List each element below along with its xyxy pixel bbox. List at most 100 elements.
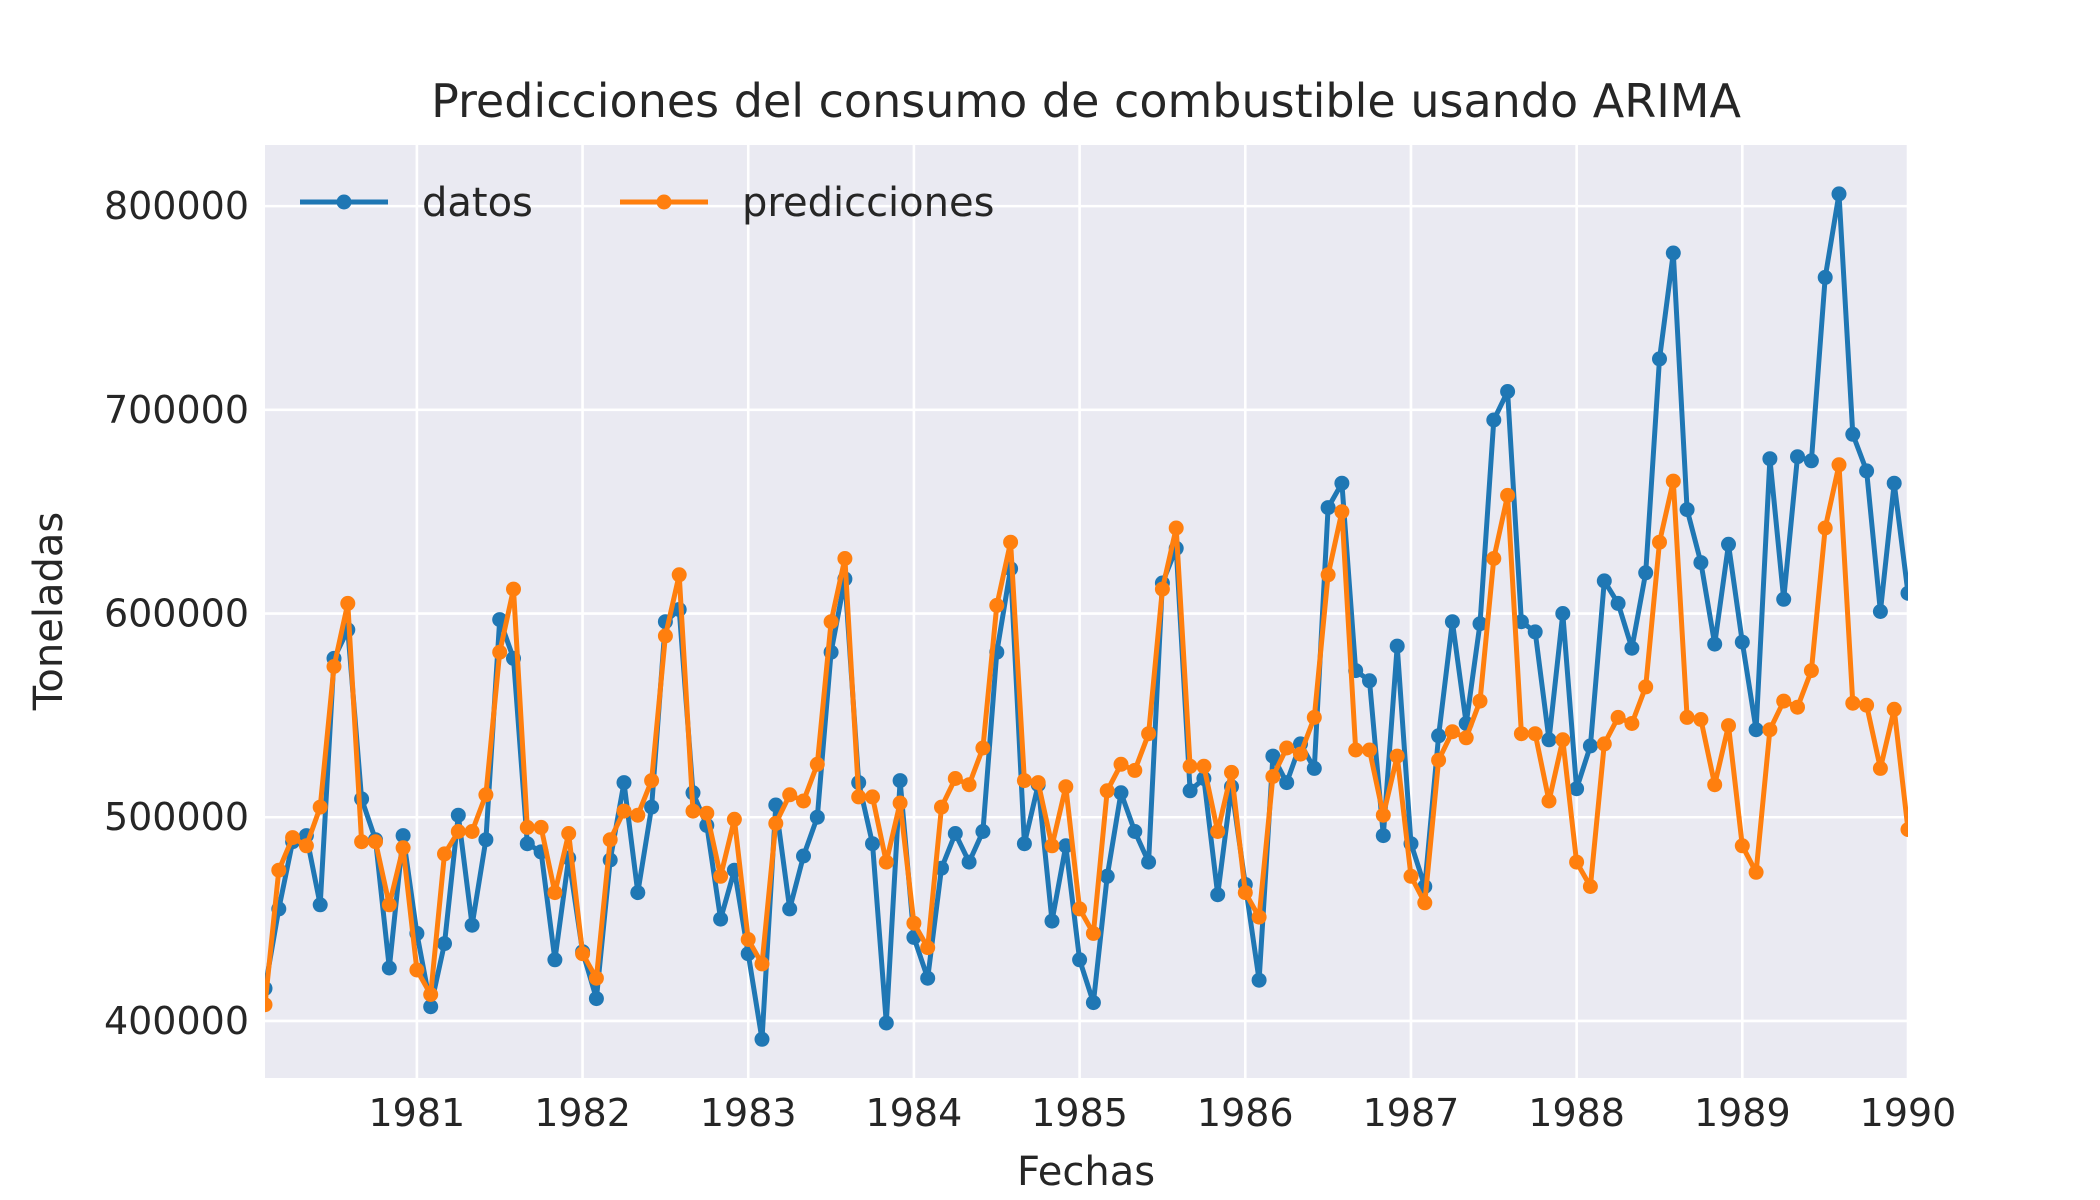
data-point-predicciones (1362, 742, 1377, 758)
legend: datos predicciones (300, 180, 994, 226)
data-point-predicciones (1030, 775, 1046, 791)
y-tick-label: 600000 (104, 592, 249, 636)
x-tick-label: 1985 (1031, 1091, 1128, 1135)
data-point-predicciones (740, 932, 756, 947)
data-point-predicciones (754, 956, 770, 972)
data-point-predicciones (1016, 773, 1032, 789)
data-point-predicciones (1472, 693, 1488, 709)
data-point-predicciones (1831, 457, 1847, 473)
data-point-predicciones (1900, 822, 1908, 837)
data-point-predicciones (1058, 779, 1074, 795)
data-point-predicciones (1776, 693, 1792, 709)
data-point-predicciones (671, 567, 687, 583)
data-point-datos (1803, 453, 1819, 469)
data-point-predicciones (1679, 709, 1695, 725)
data-point-predicciones (809, 756, 825, 772)
data-point-datos (920, 970, 936, 986)
data-point-predicciones (395, 840, 411, 856)
data-point-predicciones (1251, 909, 1267, 925)
legend-label: datos (422, 180, 533, 226)
data-point-datos (1748, 722, 1764, 738)
data-point-datos (1375, 828, 1391, 844)
data-point-predicciones (437, 846, 452, 862)
data-point-predicciones (1403, 868, 1419, 884)
x-tick-label: 1990 (1860, 1091, 1957, 1135)
data-point-datos (1279, 775, 1295, 791)
data-point-predicciones (1099, 783, 1115, 799)
x-tick-label: 1989 (1694, 1091, 1791, 1135)
data-point-datos (423, 999, 439, 1015)
data-point-datos (892, 773, 908, 789)
data-point-predicciones (630, 807, 646, 823)
data-point-datos (947, 826, 963, 841)
y-tick-label: 800000 (104, 184, 249, 228)
data-point-datos (1444, 614, 1460, 630)
data-point-predicciones (975, 740, 991, 756)
data-point-datos (1721, 536, 1736, 552)
data-point-datos (1431, 728, 1447, 744)
data-point-predicciones (1196, 758, 1212, 774)
data-point-predicciones (1486, 551, 1502, 566)
data-point-predicciones (1431, 752, 1447, 768)
data-point-datos (1652, 351, 1667, 367)
data-point-predicciones (1389, 748, 1405, 764)
x-tick-labels: 1981 1982 1983 1984 1985 1986 1987 1988 1989 1990 (369, 1091, 1957, 1135)
series-datos (265, 186, 1908, 1047)
data-point-datos (1762, 451, 1778, 467)
data-point-predicciones (1279, 740, 1295, 756)
data-point-datos (1582, 738, 1598, 754)
data-point-datos (1044, 913, 1060, 929)
data-point-predicciones (713, 868, 729, 884)
data-point-datos (754, 1031, 770, 1047)
data-point-datos (1790, 449, 1805, 465)
data-point-datos (1320, 500, 1336, 516)
data-point-predicciones (492, 644, 508, 660)
x-tick-label: 1981 (369, 1091, 466, 1135)
data-point-predicciones (1141, 726, 1157, 742)
data-point-datos (1334, 475, 1350, 491)
data-point-datos (782, 901, 798, 917)
data-point-datos (450, 807, 466, 823)
data-point-predicciones (865, 789, 880, 805)
data-point-predicciones (1693, 712, 1709, 727)
data-point-predicciones (1582, 879, 1598, 894)
data-point-datos (478, 832, 494, 848)
data-point-predicciones (1154, 581, 1170, 597)
data-point-predicciones (1513, 726, 1529, 742)
data-point-predicciones (519, 819, 535, 835)
data-point-predicciones (1237, 885, 1253, 901)
data-point-datos (1127, 824, 1143, 839)
x-axis-label: Fechas (1017, 1149, 1155, 1195)
data-point-datos (1016, 836, 1032, 852)
legend-marker (656, 194, 672, 210)
data-point-predicciones (1886, 701, 1902, 717)
data-point-predicciones (1320, 567, 1336, 583)
data-point-predicciones (1417, 895, 1433, 911)
data-point-predicciones (851, 789, 867, 805)
data-point-predicciones (685, 803, 701, 819)
data-point-predicciones (837, 551, 853, 566)
data-point-predicciones (1569, 854, 1585, 870)
data-point-predicciones (575, 946, 591, 962)
x-tick-label: 1984 (866, 1091, 963, 1135)
data-point-predicciones (423, 987, 439, 1002)
plot-area (265, 145, 1908, 1078)
data-point-datos (1831, 186, 1847, 202)
legend-item-predicciones: predicciones (620, 180, 994, 226)
x-tick-label: 1982 (534, 1091, 631, 1135)
data-point-datos (395, 828, 411, 844)
data-point-datos (492, 612, 508, 628)
data-point-predicciones (1762, 722, 1778, 738)
y-tick-label: 400000 (104, 999, 249, 1043)
data-point-datos (865, 836, 880, 852)
data-point-predicciones (533, 819, 549, 835)
data-point-datos (630, 885, 646, 901)
data-point-datos (1306, 760, 1322, 776)
data-point-predicciones (1334, 504, 1350, 520)
data-point-predicciones (947, 771, 963, 786)
data-point-predicciones (644, 773, 660, 789)
data-point-predicciones (1182, 758, 1198, 774)
data-point-predicciones (1085, 925, 1101, 941)
data-point-datos (1500, 384, 1516, 399)
